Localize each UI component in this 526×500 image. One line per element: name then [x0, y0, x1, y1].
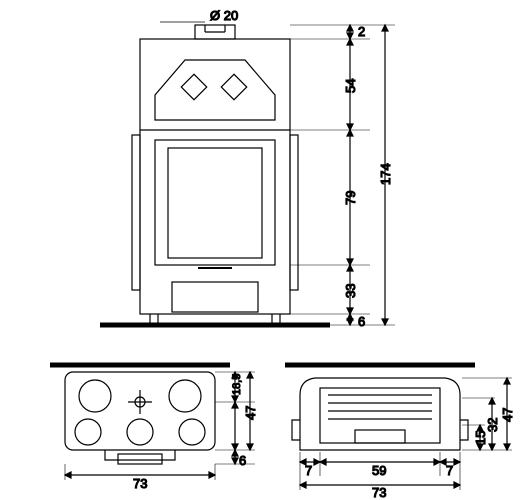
drawing-svg: Ø 20 2 54 79 33 6 174	[0, 0, 526, 500]
top-view: 18,5 47 6 73	[50, 365, 258, 491]
dim-73a: 73	[133, 476, 147, 491]
dim-6a: 6	[358, 314, 365, 329]
dim-59: 59	[372, 463, 386, 478]
dim-33: 33	[343, 284, 358, 298]
dim-32: 32	[485, 418, 500, 432]
dim-2: 2	[358, 24, 365, 39]
dim-174: 174	[378, 163, 393, 185]
dim-6b: 6	[239, 453, 246, 468]
dim-7b: 7	[446, 463, 453, 478]
dim-diameter: Ø 20	[210, 8, 238, 23]
dim-7a: 7	[305, 463, 312, 478]
dim-47b: 47	[500, 408, 515, 422]
dim-185: 18,5	[231, 374, 243, 395]
front-elevation: Ø 20 2 54 79 33 6 174	[100, 8, 395, 329]
dim-47a: 47	[243, 406, 258, 420]
section-view: 7 59 7 73 15 32 47	[285, 365, 515, 500]
dim-73b: 73	[372, 485, 386, 500]
dim-54: 54	[343, 79, 358, 93]
dim-79: 79	[343, 191, 358, 205]
technical-drawing: Ø 20 2 54 79 33 6 174	[0, 0, 526, 500]
